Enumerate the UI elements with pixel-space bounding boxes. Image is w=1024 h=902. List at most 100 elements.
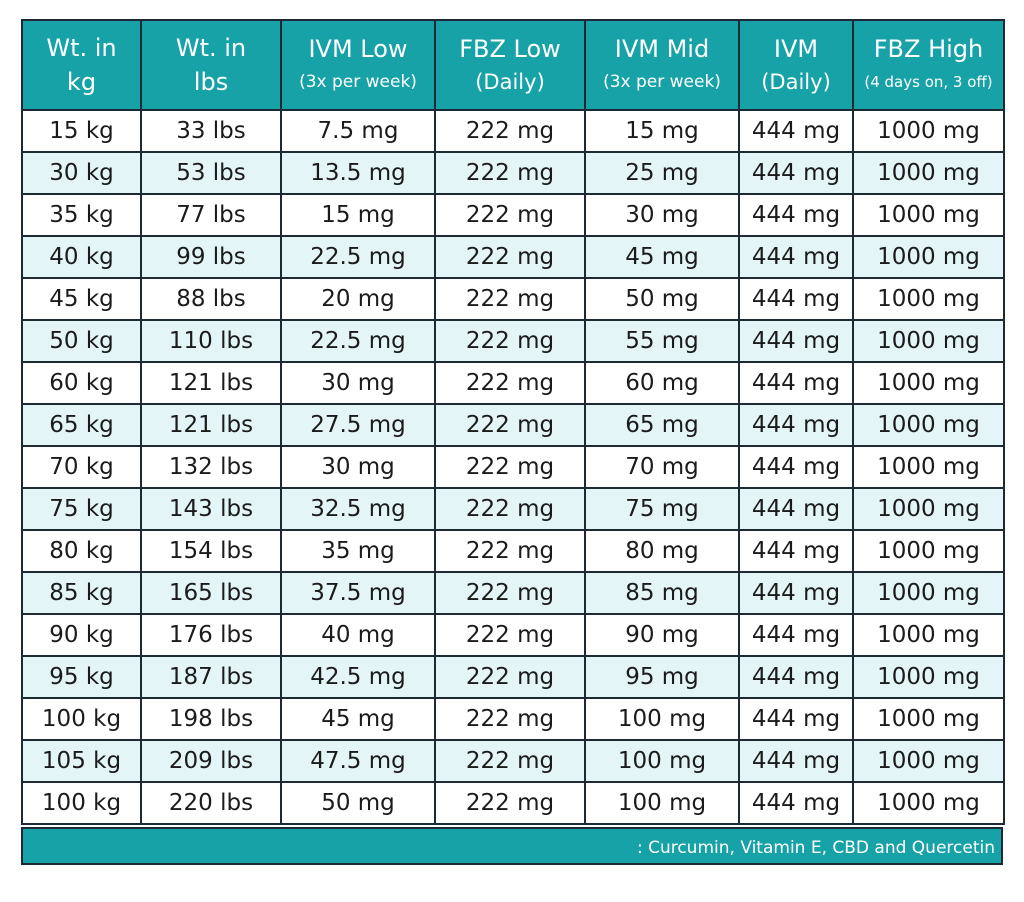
table-cell: 85 kg bbox=[21, 571, 142, 615]
table-row: 85 kg 165 lbs 37.5 mg 222 mg 85 mg 444 mg 1000… bbox=[21, 571, 1005, 615]
table-cell: 15 mg bbox=[584, 109, 740, 153]
table-cell: 121 lbs bbox=[140, 403, 282, 447]
table-cell: 132 lbs bbox=[140, 445, 282, 489]
header-sublabel: (4 days on, 3 off) bbox=[864, 73, 993, 91]
table-cell: 88 lbs bbox=[140, 277, 282, 321]
table-cell: 198 lbs bbox=[140, 697, 282, 741]
table-cell: 176 lbs bbox=[140, 613, 282, 657]
table-cell: 1000 mg bbox=[852, 739, 1005, 783]
table-cell: 22.5 mg bbox=[280, 319, 436, 363]
table-row: 80 kg 154 lbs 35 mg 222 mg 80 mg 444 mg 1000 m… bbox=[21, 529, 1005, 573]
table-cell: 75 mg bbox=[584, 487, 740, 531]
table-cell: 444 mg bbox=[738, 235, 854, 279]
table-cell: 100 kg bbox=[21, 697, 142, 741]
table-cell: 30 mg bbox=[280, 361, 436, 405]
table-row: 30 kg 53 lbs 13.5 mg 222 mg 25 mg 444 mg 1000 … bbox=[21, 151, 1005, 195]
table-cell: 209 lbs bbox=[140, 739, 282, 783]
header-weight-lbs: Wt. in lbs bbox=[140, 19, 282, 111]
table-cell: 20 mg bbox=[280, 277, 436, 321]
table-cell: 154 lbs bbox=[140, 529, 282, 573]
table-cell: 55 mg bbox=[584, 319, 740, 363]
table-cell: 15 kg bbox=[21, 109, 142, 153]
table-cell: 222 mg bbox=[434, 613, 586, 657]
table-cell: 1000 mg bbox=[852, 151, 1005, 195]
table-cell: 27.5 mg bbox=[280, 403, 436, 447]
table-cell: 444 mg bbox=[738, 277, 854, 321]
table-cell: 222 mg bbox=[434, 235, 586, 279]
table-cell: 70 kg bbox=[21, 445, 142, 489]
header-fbz-low: FBZ Low (Daily) bbox=[434, 19, 586, 111]
table-cell: 165 lbs bbox=[140, 571, 282, 615]
table-cell: 100 mg bbox=[584, 781, 740, 825]
table-cell: 65 mg bbox=[584, 403, 740, 447]
table-cell: 444 mg bbox=[738, 781, 854, 825]
table-cell: 90 kg bbox=[21, 613, 142, 657]
table-cell: 37.5 mg bbox=[280, 571, 436, 615]
table-cell: 50 kg bbox=[21, 319, 142, 363]
table-cell: 45 kg bbox=[21, 277, 142, 321]
table-cell: 50 mg bbox=[280, 781, 436, 825]
table-row: 70 kg 132 lbs 30 mg 222 mg 70 mg 444 mg 1000 m… bbox=[21, 445, 1005, 489]
table-cell: 444 mg bbox=[738, 361, 854, 405]
table-cell: 45 mg bbox=[584, 235, 740, 279]
table-cell: 50 mg bbox=[584, 277, 740, 321]
table-row: 90 kg 176 lbs 40 mg 222 mg 90 mg 444 mg 1000 m… bbox=[21, 613, 1005, 657]
table-cell: 444 mg bbox=[738, 739, 854, 783]
table-cell: 40 mg bbox=[280, 613, 436, 657]
table-cell: 222 mg bbox=[434, 487, 586, 531]
table-cell: 222 mg bbox=[434, 193, 586, 237]
table-cell: 80 mg bbox=[584, 529, 740, 573]
table-cell: 222 mg bbox=[434, 151, 586, 195]
header-sublabel: (3x per week) bbox=[299, 72, 417, 92]
table-cell: 1000 mg bbox=[852, 529, 1005, 573]
header-label: IVM Mid bbox=[614, 35, 710, 63]
table-cell: 444 mg bbox=[738, 529, 854, 573]
table-cell: 15 mg bbox=[280, 193, 436, 237]
table-row: 40 kg 99 lbs 22.5 mg 222 mg 45 mg 444 mg 1000 … bbox=[21, 235, 1005, 279]
table-row: 105 kg 209 lbs 47.5 mg 222 mg 100 mg 444 mg 10… bbox=[21, 739, 1005, 783]
table-cell: 222 mg bbox=[434, 403, 586, 447]
table-cell: 1000 mg bbox=[852, 277, 1005, 321]
header-fbz-high: FBZ High (4 days on, 3 off) bbox=[852, 19, 1005, 111]
header-row: Wt. in kg Wt. in lbs IVM Low (3x per wee… bbox=[21, 19, 1005, 111]
table-cell: 222 mg bbox=[434, 319, 586, 363]
table-cell: 45 mg bbox=[280, 697, 436, 741]
table-cell: 30 kg bbox=[21, 151, 142, 195]
table-cell: 444 mg bbox=[738, 613, 854, 657]
table-cell: 13.5 mg bbox=[280, 151, 436, 195]
footer-note: : Curcumin, Vitamin E, CBD and Quercetin bbox=[21, 827, 1003, 865]
table-cell: 1000 mg bbox=[852, 613, 1005, 657]
table-cell: 100 mg bbox=[584, 697, 740, 741]
table-row: 100 kg 220 lbs 50 mg 222 mg 100 mg 444 mg 1000… bbox=[21, 781, 1005, 825]
table-cell: 25 mg bbox=[584, 151, 740, 195]
table-cell: 444 mg bbox=[738, 403, 854, 447]
table-cell: 33 lbs bbox=[140, 109, 282, 153]
table-cell: 222 mg bbox=[434, 739, 586, 783]
header-weight-kg: Wt. in kg bbox=[21, 19, 142, 111]
table-body: 15 kg 33 lbs 7.5 mg 222 mg 15 mg 444 mg 1000 m… bbox=[21, 109, 1005, 825]
header-sublabel: kg bbox=[66, 68, 97, 96]
table-cell: 70 mg bbox=[584, 445, 740, 489]
table-cell: 35 kg bbox=[21, 193, 142, 237]
header-label: FBZ High bbox=[873, 35, 984, 63]
table-cell: 444 mg bbox=[738, 319, 854, 363]
table-cell: 222 mg bbox=[434, 445, 586, 489]
table-cell: 77 lbs bbox=[140, 193, 282, 237]
table-cell: 32.5 mg bbox=[280, 487, 436, 531]
dosage-chart: Wt. in kg Wt. in lbs IVM Low (3x per wee… bbox=[21, 19, 1005, 865]
table-cell: 53 lbs bbox=[140, 151, 282, 195]
table-cell: 75 kg bbox=[21, 487, 142, 531]
table-row: 65 kg 121 lbs 27.5 mg 222 mg 65 mg 444 mg 1000… bbox=[21, 403, 1005, 447]
table-cell: 1000 mg bbox=[852, 487, 1005, 531]
header-sublabel: (Daily) bbox=[761, 70, 831, 94]
table-cell: 444 mg bbox=[738, 109, 854, 153]
table-cell: 60 mg bbox=[584, 361, 740, 405]
table-cell: 1000 mg bbox=[852, 361, 1005, 405]
header-label: Wt. in bbox=[175, 34, 247, 62]
table-cell: 222 mg bbox=[434, 361, 586, 405]
table-cell: 143 lbs bbox=[140, 487, 282, 531]
table-cell: 444 mg bbox=[738, 151, 854, 195]
table-cell: 222 mg bbox=[434, 571, 586, 615]
table-cell: 187 lbs bbox=[140, 655, 282, 699]
table-cell: 60 kg bbox=[21, 361, 142, 405]
